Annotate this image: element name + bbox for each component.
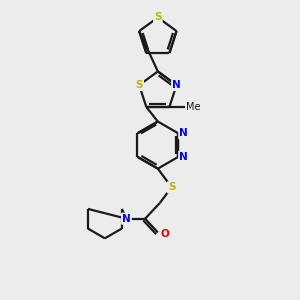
Text: N: N [179, 152, 188, 162]
Text: N: N [179, 128, 188, 138]
Text: S: S [168, 182, 175, 192]
Text: O: O [160, 230, 169, 239]
Text: N: N [122, 214, 131, 224]
Text: Me: Me [186, 102, 201, 112]
Text: S: S [135, 80, 143, 90]
Text: N: N [172, 80, 181, 90]
Text: S: S [154, 13, 162, 22]
